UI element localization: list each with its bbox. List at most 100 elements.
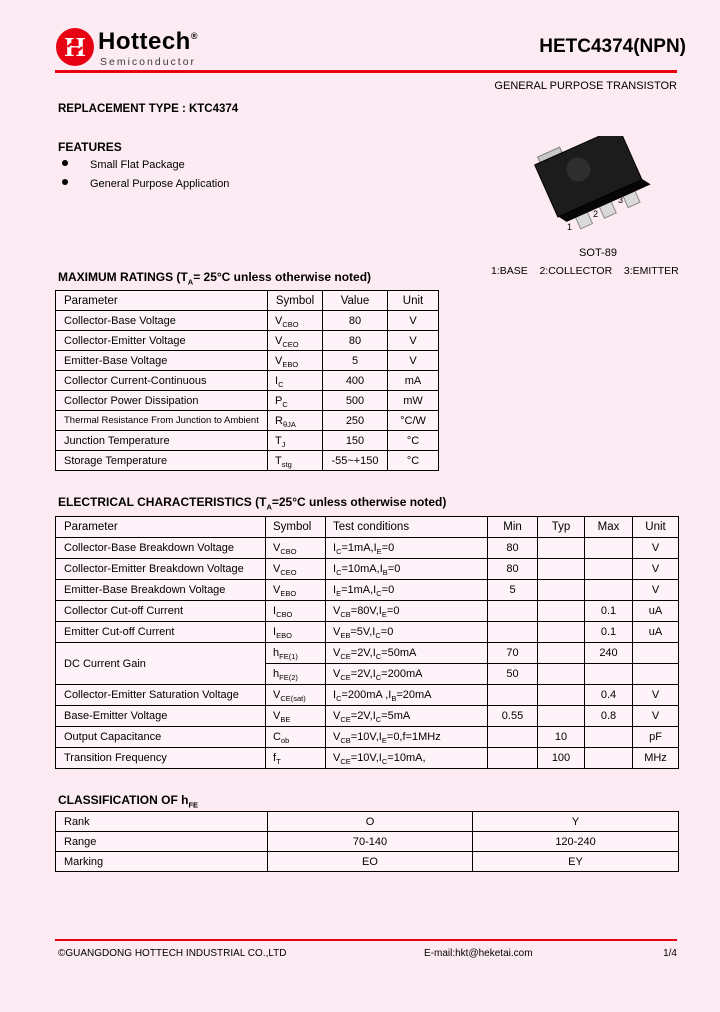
cell-max: 240 bbox=[584, 642, 633, 664]
column-header: Symbol bbox=[265, 516, 326, 538]
cell-value: -55~+150 bbox=[322, 450, 388, 471]
cell-parameter: Emitter-Base Voltage bbox=[55, 350, 268, 371]
table-row: hFE(2) VCE=2V,IC=200mA 50 bbox=[56, 663, 679, 685]
replacement-type: REPLACEMENT TYPE : KTC4374 bbox=[58, 103, 239, 115]
pin-map: 1:BASE 2:COLLECTOR 3:EMITTER bbox=[491, 265, 679, 277]
cell-unit bbox=[632, 663, 679, 685]
column-header: Test conditions bbox=[325, 516, 488, 538]
cell-symbol: VBE bbox=[265, 705, 326, 727]
cell-conditions: VCE=10V,IC=10mA, bbox=[325, 747, 488, 769]
cell-o: O bbox=[267, 811, 473, 832]
cell-y: EY bbox=[472, 851, 679, 872]
cell-typ: 100 bbox=[537, 747, 585, 769]
cell-min: 70 bbox=[487, 642, 538, 664]
cell-symbol: VEBO bbox=[265, 579, 326, 601]
table-row: Thermal Resistance From Junction to Ambi… bbox=[55, 410, 439, 431]
cell-parameter: Base-Emitter Voltage bbox=[55, 705, 266, 727]
cell-symbol: VCEO bbox=[267, 330, 323, 351]
cell-unit: V bbox=[387, 310, 439, 331]
cell-min bbox=[487, 726, 538, 748]
cell-conditions: VCE=2V,IC=5mA bbox=[325, 705, 488, 727]
cell-min: 5 bbox=[487, 579, 538, 601]
cell-label: Range bbox=[55, 831, 268, 852]
cell-unit: V bbox=[387, 330, 439, 351]
cell-symbol: ICBO bbox=[265, 600, 326, 622]
cell-parameter: Emitter-Base Breakdown Voltage bbox=[55, 579, 266, 601]
pin-number-3: 3 bbox=[618, 195, 623, 205]
column-header: Max bbox=[584, 516, 633, 538]
column-header: Symbol bbox=[267, 290, 323, 311]
cell-value: 80 bbox=[322, 330, 388, 351]
column-header: Typ bbox=[537, 516, 585, 538]
cell-conditions: VCB=10V,IE=0,f=1MHz bbox=[325, 726, 488, 748]
cell-o: EO bbox=[267, 851, 473, 872]
cell-min: 50 bbox=[487, 663, 538, 685]
classification-table: Rank O Y Range 70-140 120-240 Marking EO EY bbox=[55, 811, 679, 872]
table-header-row: Parameter Symbol Value Unit bbox=[55, 290, 439, 311]
table-row: Collector-Emitter Saturation Voltage VCE(… bbox=[55, 684, 679, 706]
registered-mark-icon: ® bbox=[190, 31, 198, 41]
cell-typ bbox=[537, 663, 585, 685]
table-row: Transition Frequency fT VCE=10V,IC=10mA, 10… bbox=[55, 747, 679, 769]
cell-unit: uA bbox=[632, 621, 679, 643]
cell-unit: V bbox=[632, 684, 679, 706]
cell-max bbox=[584, 663, 633, 685]
cell-max bbox=[584, 537, 633, 559]
table-row: Base-Emitter Voltage VBE VCE=2V,IC=5mA 0.55… bbox=[55, 705, 679, 727]
cell-conditions: VCB=80V,IE=0 bbox=[325, 600, 488, 622]
cell-unit: uA bbox=[632, 600, 679, 622]
table-row: Collector-Base Breakdown Voltage VCBO IC=1… bbox=[55, 537, 679, 559]
cell-typ bbox=[537, 558, 585, 580]
column-header: Unit bbox=[387, 290, 439, 311]
cell-parameter: Storage Temperature bbox=[55, 450, 268, 471]
hottech-logo: H bbox=[55, 27, 95, 72]
cell-value: 5 bbox=[322, 350, 388, 371]
electrical-characteristics-title: ELECTRICAL CHARACTERISTICS (TA=25°C unle… bbox=[58, 495, 447, 512]
logo-text: Hottech bbox=[98, 28, 191, 55]
cell-typ bbox=[537, 684, 585, 706]
features-title: FEATURES bbox=[58, 140, 122, 154]
cell-typ bbox=[537, 579, 585, 601]
cell-typ: 10 bbox=[537, 726, 585, 748]
cell-typ bbox=[537, 642, 585, 664]
cell-typ bbox=[537, 621, 585, 643]
cell-conditions: VEB=5V,IC=0 bbox=[325, 621, 488, 643]
cell-max bbox=[584, 726, 633, 748]
cell-symbol: IEBO bbox=[265, 621, 326, 643]
cell-unit: V bbox=[632, 558, 679, 580]
cell-conditions: IE=1mA,IC=0 bbox=[325, 579, 488, 601]
cell-typ bbox=[537, 537, 585, 559]
feature-item-label: Small Flat Package bbox=[90, 159, 185, 171]
cell-typ bbox=[537, 705, 585, 727]
cell-parameter: Emitter Cut-off Current bbox=[55, 621, 266, 643]
footer-rule bbox=[55, 939, 677, 941]
cell-value: 150 bbox=[322, 430, 388, 451]
cell-symbol: Cob bbox=[265, 726, 326, 748]
table-row: Junction Temperature TJ 150 °C bbox=[55, 430, 439, 451]
footer-company: ©GUANGDONG HOTTECH INDUSTRIAL CO.,LTD bbox=[58, 948, 287, 959]
table-row: Collector Current-Continuous IC 400 mA bbox=[55, 370, 439, 391]
cell-symbol: RθJA bbox=[267, 410, 323, 431]
table-row: Rank O Y bbox=[55, 811, 679, 832]
cell-parameter: Collector-Emitter Voltage bbox=[55, 330, 268, 351]
cell-min bbox=[487, 621, 538, 643]
cell-parameter: Collector Current-Continuous bbox=[55, 370, 268, 391]
footer-email: E-mail:hkt@heketai.com bbox=[424, 948, 533, 959]
cell-unit: V bbox=[632, 705, 679, 727]
pin-number-1: 1 bbox=[567, 222, 572, 232]
cell-min bbox=[487, 684, 538, 706]
cell-parameter: Collector-Base Breakdown Voltage bbox=[55, 537, 266, 559]
cell-conditions: IC=200mA ,IB=20mA bbox=[325, 684, 488, 706]
cell-symbol: PC bbox=[267, 390, 323, 411]
cell-value: 80 bbox=[322, 310, 388, 331]
package-illustration: 1 2 3 bbox=[523, 126, 673, 241]
cell-max: 0.1 bbox=[584, 621, 633, 643]
svg-text:H: H bbox=[64, 32, 85, 62]
cell-parameter: DC Current Gain bbox=[55, 642, 266, 685]
cell-parameter: Collector-Base Voltage bbox=[55, 310, 268, 331]
cell-y: 120-240 bbox=[472, 831, 679, 852]
table-row: Marking EO EY bbox=[55, 851, 679, 872]
cell-unit: V bbox=[387, 350, 439, 371]
package-name: SOT-89 bbox=[579, 247, 617, 259]
category-subtitle: GENERAL PURPOSE TRANSISTOR bbox=[494, 80, 677, 92]
